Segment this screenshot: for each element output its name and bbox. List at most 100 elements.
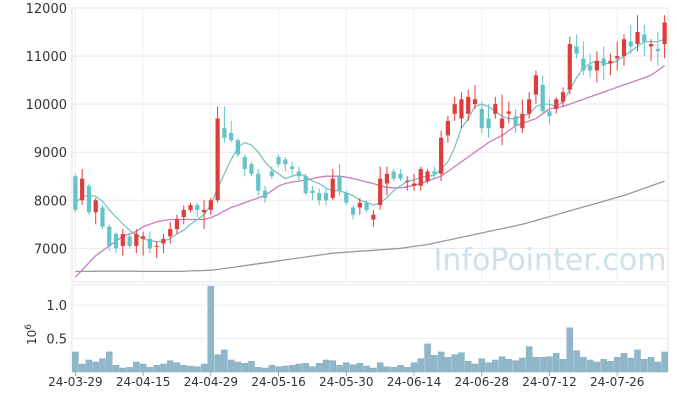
candle-body [608,60,613,64]
candle-body [499,118,505,129]
volume-bar [329,360,336,373]
candle-body [452,104,457,114]
candle-body [317,193,322,201]
candle-body [445,120,450,136]
volume-bar [78,363,86,373]
volume-bar [166,360,174,373]
volume-bar [343,362,350,373]
candle-body [93,200,98,213]
volume-bar [221,349,228,373]
volume-tick-label: 1.0 [46,299,67,314]
volume-bar [322,359,330,373]
candle-body [113,233,119,249]
volume-bar [194,366,201,373]
volume-bar [133,361,140,373]
volume-bar [566,327,574,373]
candle-body [635,32,640,45]
candle-body [201,209,207,213]
candle-body [615,56,620,59]
candle-body [107,226,112,246]
candle-body [574,46,579,54]
candle-body [147,238,152,249]
candle-body [486,118,491,129]
candle-body [168,229,173,237]
candle-body [655,48,660,52]
volume-bar [627,357,634,373]
candle-body [303,176,308,194]
candlestick-layer [73,15,667,258]
candle-body [459,99,464,119]
candle-body [472,99,478,105]
volume-bar [173,362,181,373]
candle-body [337,176,342,191]
volume-bar [295,363,303,373]
candle-body [181,209,186,218]
volume-bar [410,362,418,373]
candle-body [479,108,484,129]
candle-body [425,171,430,182]
volume-bar [106,351,113,373]
price-tick-label: 7000 [34,242,67,257]
candle-body [418,169,423,186]
candle-body [330,178,335,198]
x-tick-label: 24-07-26 [590,375,644,389]
candle-body [540,84,545,112]
volume-bar [275,366,282,373]
candle-body [242,157,247,170]
volume-bar [600,359,607,373]
volume-bar [431,355,438,373]
candle-body [262,190,268,198]
x-tick-label: 24-07-12 [522,375,576,389]
volume-bar [288,365,296,373]
candle-body [208,200,213,210]
ma-long-line [75,180,665,273]
candle-body [127,236,132,246]
volume-bar [458,352,465,373]
price-tick-label: 10000 [26,98,67,113]
x-tick-label: 24-04-29 [184,375,238,389]
volume-bar [255,367,262,373]
volume-bar [227,359,235,373]
volume-bar [654,361,662,373]
candle-body [391,171,396,179]
volume-tick-label: 0.5 [46,333,67,348]
candle-body [120,233,125,246]
volume-bar [580,357,587,373]
candle-body [560,92,566,102]
candle-body [648,44,654,47]
volume-bar [85,359,93,373]
candle-body [195,205,200,210]
volume-bar [336,365,343,373]
candle-body [350,207,356,215]
candle-body [357,202,362,208]
candle-body [100,207,105,227]
volume-bar [72,351,79,373]
ma-mid-line [74,65,665,278]
volume-bar [464,361,472,373]
ma-short-line [74,38,665,243]
volume-bar [126,367,133,373]
candle-body [527,99,532,114]
candle-body [249,164,254,174]
x-tick-label: 24-05-16 [251,375,305,389]
volume-bar [485,362,492,373]
volume-bar [390,367,397,373]
volume-bar [620,353,628,373]
volume-bar [607,361,614,373]
candle-body [432,171,437,174]
volume-bar [505,359,513,373]
watermark-text: InfoPointer.com [434,243,667,278]
candle-body [520,113,525,129]
candle-body [296,171,301,177]
candle-body [154,245,159,247]
grid-layer [71,7,669,373]
candle-body [269,171,274,177]
volume-bar [539,357,546,373]
candle-body [371,214,376,220]
candle-body [86,185,92,213]
volume-multiplier: 106 [24,324,39,345]
volume-bar [282,365,289,373]
volume-bar [207,286,215,373]
candle-body [554,99,559,109]
